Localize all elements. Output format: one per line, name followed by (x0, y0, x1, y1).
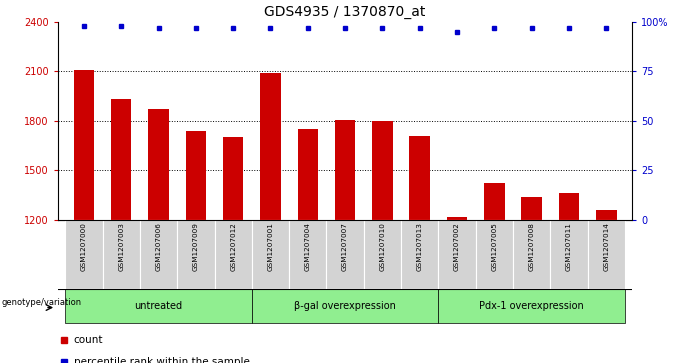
Bar (513, 220, 550, 289)
Bar (214, 220, 252, 289)
Bar (65, 289, 252, 323)
Text: GSM1207007: GSM1207007 (342, 222, 348, 270)
Bar (289, 220, 326, 289)
Bar (559, 193, 579, 220)
Bar (326, 220, 364, 289)
Text: GSM1207012: GSM1207012 (230, 222, 236, 270)
Text: GSM1207011: GSM1207011 (566, 222, 572, 270)
Text: GSM1207005: GSM1207005 (492, 222, 497, 270)
Text: GSM1207010: GSM1207010 (379, 222, 386, 270)
Bar (409, 135, 430, 220)
Bar (372, 121, 392, 220)
Bar (550, 220, 588, 289)
Bar (484, 183, 505, 220)
Bar (522, 196, 542, 220)
Text: GSM1207003: GSM1207003 (118, 222, 124, 270)
Bar (252, 220, 289, 289)
Text: GSM1207002: GSM1207002 (454, 222, 460, 270)
Bar (476, 220, 513, 289)
Bar (447, 217, 467, 220)
Text: GSM1207008: GSM1207008 (528, 222, 534, 270)
Bar (65, 220, 103, 289)
Bar (439, 220, 476, 289)
Bar (177, 220, 214, 289)
Bar (364, 220, 401, 289)
Bar (223, 137, 243, 220)
Bar (298, 129, 318, 220)
Text: GSM1207004: GSM1207004 (305, 222, 311, 270)
Bar (252, 289, 439, 323)
Bar (335, 120, 356, 220)
Text: GSM1207000: GSM1207000 (81, 222, 87, 270)
Bar (596, 210, 617, 220)
Text: untreated: untreated (135, 301, 183, 311)
Text: genotype/variation: genotype/variation (1, 298, 82, 307)
Bar (588, 220, 625, 289)
Text: percentile rank within the sample: percentile rank within the sample (73, 357, 250, 363)
Text: GSM1207014: GSM1207014 (603, 222, 609, 270)
Bar (103, 220, 140, 289)
Text: GSM1207013: GSM1207013 (417, 222, 423, 270)
Bar (439, 289, 625, 323)
Text: Pdx-1 overexpression: Pdx-1 overexpression (479, 301, 584, 311)
Bar (73, 70, 94, 220)
Text: GSM1207009: GSM1207009 (193, 222, 199, 270)
Text: β-gal overexpression: β-gal overexpression (294, 301, 396, 311)
Bar (148, 109, 169, 220)
Bar (111, 99, 131, 220)
Bar (186, 131, 206, 220)
Bar (140, 220, 177, 289)
Bar (401, 220, 439, 289)
Bar (260, 73, 281, 220)
Title: GDS4935 / 1370870_at: GDS4935 / 1370870_at (265, 5, 426, 19)
Text: GSM1207006: GSM1207006 (156, 222, 162, 270)
Text: GSM1207001: GSM1207001 (267, 222, 273, 270)
Text: count: count (73, 335, 103, 345)
